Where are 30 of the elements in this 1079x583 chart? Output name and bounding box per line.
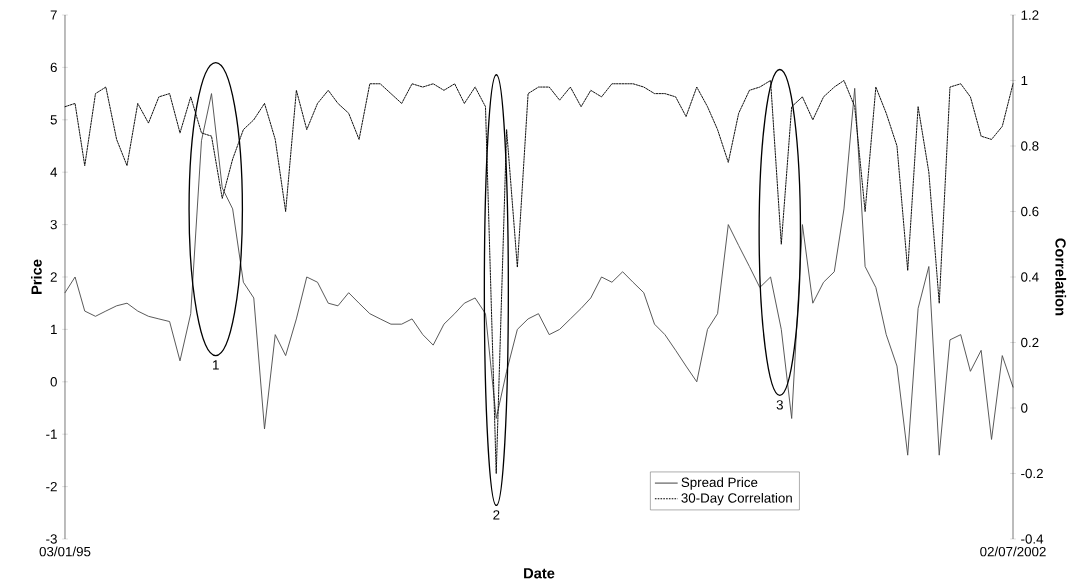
x-axis-title: Date [524,568,555,579]
annotation: 1 [213,360,219,370]
x-tick-label: 03/01/95 [39,546,91,557]
y-tick-label: 0 [50,377,57,387]
y-tick-label: 7 [50,10,57,20]
y-tick-label: 4 [50,167,58,177]
y2-tick-label: 0.8 [1021,141,1039,151]
x-tick-label: 02/07/2002 [980,546,1046,557]
y2-tick-label: 0 [1021,403,1028,413]
y-tick-label: -2 [46,481,57,492]
y2-tick-label: -0.2 [1021,468,1043,479]
legend-label: 30-Day Correlation [681,492,792,506]
y-tick-label: 6 [50,62,57,73]
y2-tick-label: 0.4 [1021,272,1039,282]
y-tick-label: -3 [46,534,57,544]
annotation: 2 [493,510,500,520]
y-tick-label: 2 [50,272,57,282]
y2-axis-title: Correlation [1055,238,1067,316]
y-tick-label: 3 [50,219,57,230]
legend-label: Spread Price [681,477,758,490]
y2-tick-label: -0.4 [1021,534,1044,544]
y2-tick-label: 1 [1021,75,1028,86]
y-tick-label: -1 [46,429,57,439]
y-tick-label: 5 [50,115,57,125]
y-tick-label: 1 [51,324,57,334]
y2-tick-label: 0.6 [1021,206,1039,217]
y2-tick-label: 1.2 [1021,10,1039,20]
annotation: 3 [776,400,783,410]
y-axis-title: Price [31,259,42,294]
y2-tick-label: 0.2 [1021,337,1039,348]
